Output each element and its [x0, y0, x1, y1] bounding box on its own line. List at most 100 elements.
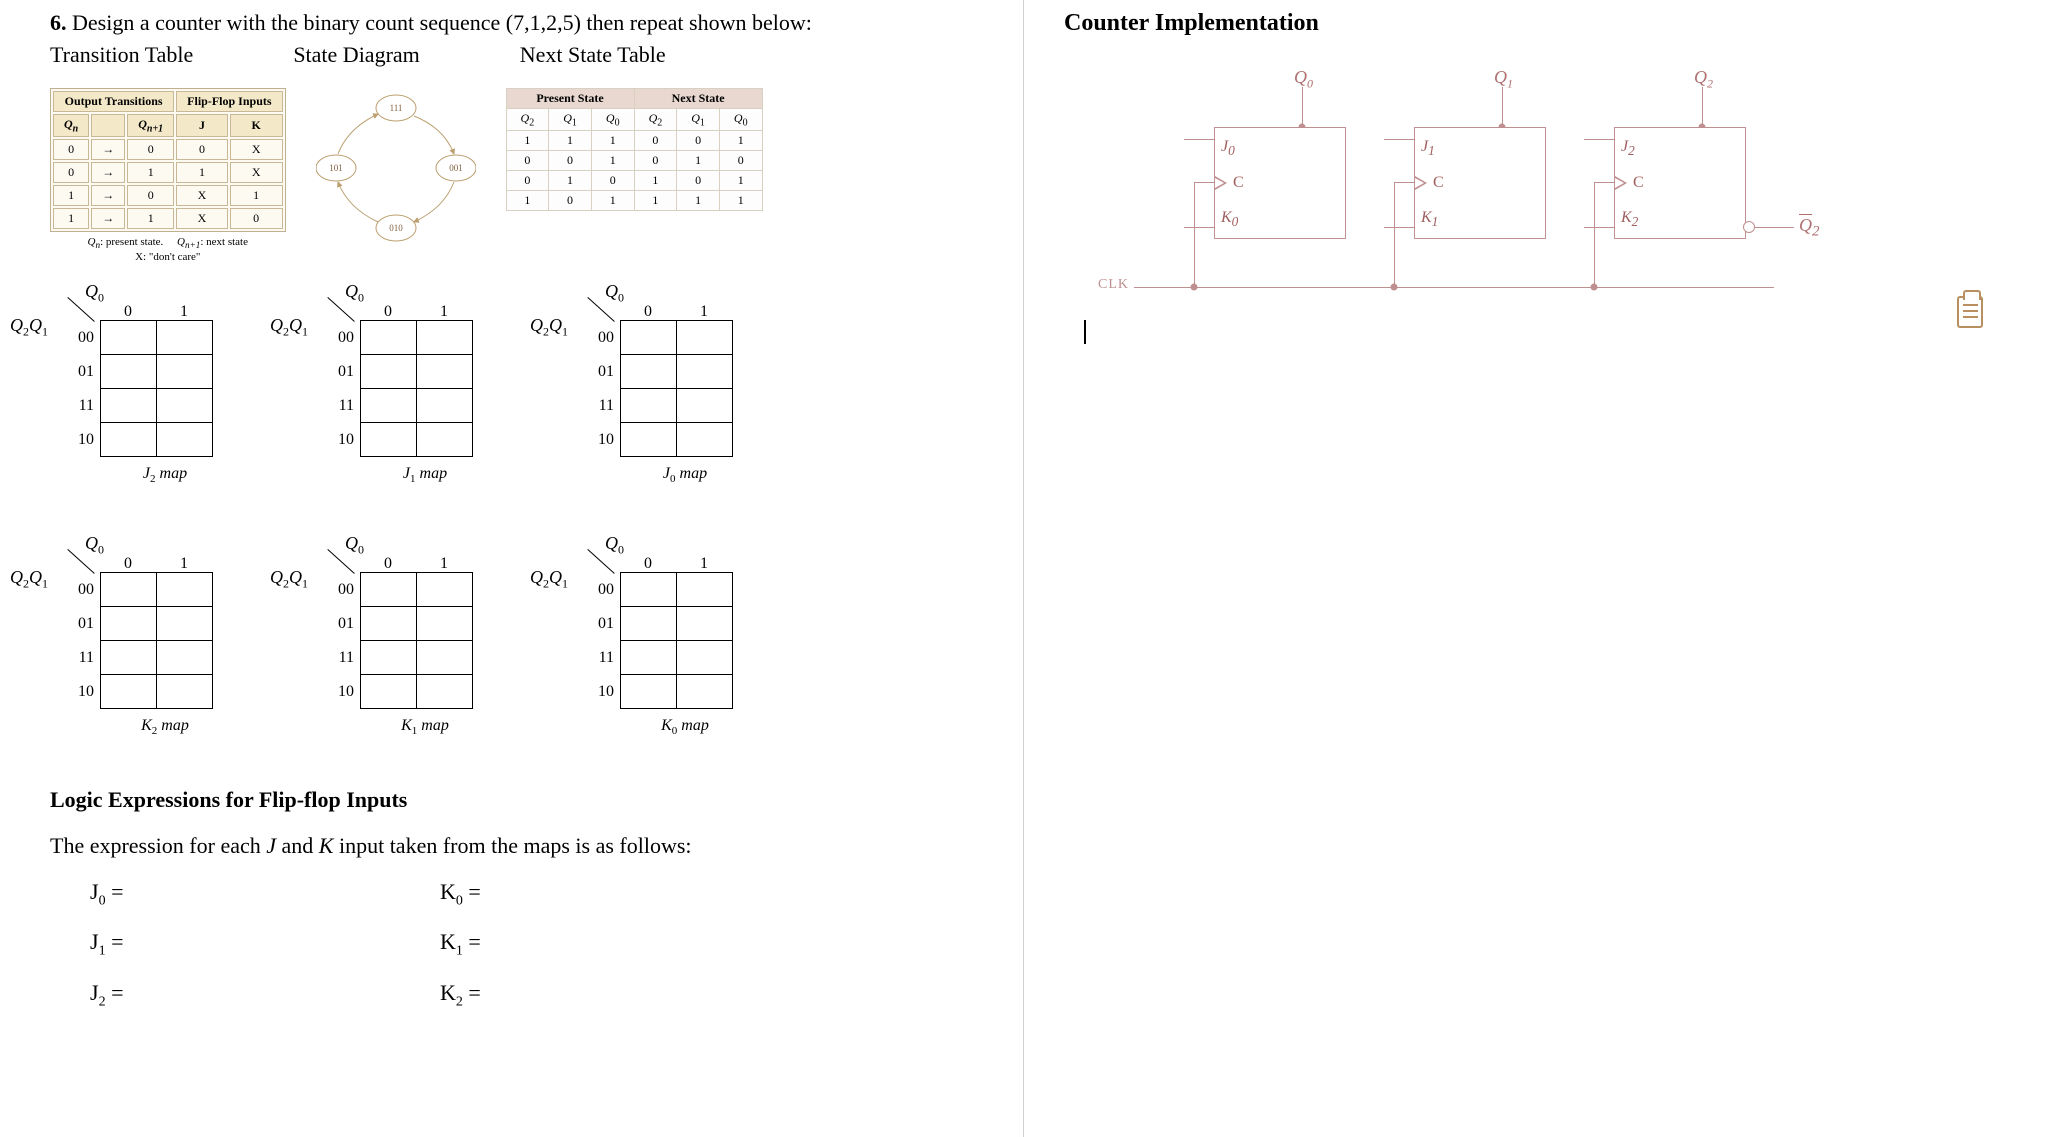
kmap-caption: K0 map [600, 717, 770, 737]
wire [1184, 139, 1214, 140]
kmap-diagonal [68, 297, 104, 329]
kmap-col-headers: 0 1 [360, 555, 510, 573]
tt-cap-right: Qn+1: next state [177, 236, 248, 248]
kmap-body: 00 01 11 10 [330, 321, 510, 457]
ff1-k: K1 [1421, 209, 1438, 230]
transition-table: Output Transitions Flip-Flop Inputs Qn Q… [50, 88, 286, 232]
wire [1594, 182, 1595, 287]
kmap-k0: Q2Q1 Q0 0 1 00 01 11 10 K0 map [570, 555, 770, 737]
kmap-j2: Q2Q1 Q0 0 1 00 01 11 10 J2 map [50, 303, 250, 485]
ns-h-q0: Q0 [591, 109, 634, 131]
table-row: 1 → 0 X 1 [53, 185, 283, 206]
ff1-c: C [1433, 174, 1444, 192]
node-dot [1591, 284, 1598, 291]
tt-h-arrow [91, 114, 125, 137]
ns-h-q2n: Q2 [634, 109, 677, 131]
section-labels-row: Transition Table State Diagram Next Stat… [50, 42, 983, 68]
wire [1302, 87, 1303, 127]
kmap-body: 00 01 11 10 [590, 573, 770, 709]
ns-h-q1n: Q1 [677, 109, 720, 131]
wire [1702, 87, 1703, 127]
kmap-k2: Q2Q1 Q0 0 1 00 01 11 10 K2 map [50, 555, 250, 737]
kmap-j0: Q2Q1 Q0 0 1 00 01 11 10 J0 map [570, 303, 770, 485]
ff1-j: J1 [1421, 138, 1435, 159]
ns-grp-present: Present State [506, 89, 634, 109]
wire [1594, 182, 1614, 183]
table-row: 111001 [506, 131, 762, 151]
ff2-c: C [1633, 174, 1644, 192]
kmap-col-headers: 0 1 [100, 303, 250, 321]
wire [1502, 87, 1503, 127]
tt-grp-output: Output Transitions [53, 91, 174, 112]
table-row: 101111 [506, 191, 762, 211]
tt-h-j: J [176, 114, 228, 137]
wire [1384, 227, 1414, 228]
table-row: 0 → 0 0 X [53, 139, 283, 160]
kmap-body: 00 01 11 10 [590, 321, 770, 457]
wire [1584, 227, 1614, 228]
kmap-diagonal [328, 549, 364, 581]
state-diagram-figure: 111 001 010 101 [316, 88, 476, 248]
kmap-diagonal [588, 549, 624, 581]
kmap-caption: K1 map [340, 717, 510, 737]
tt-caption: Qn: present state. Qn+1: next state X: "… [50, 236, 286, 262]
ff0-j: J0 [1221, 138, 1235, 159]
text-cursor-caret[interactable] [1084, 320, 1086, 344]
left-page: 6. Design a counter with the binary coun… [0, 0, 1023, 1137]
expression-grid: J0 = K0 = J1 = K1 = J2 = K2 = [90, 879, 983, 1010]
wire [1394, 182, 1395, 287]
kmap-j1: Q2Q1 Q0 0 1 00 01 11 10 J1 map [310, 303, 510, 485]
tt-h-qn1: Qn+1 [127, 114, 174, 137]
kmap-rowvar: Q2Q1 [270, 315, 308, 340]
kmap-rowvar: Q2Q1 [10, 315, 48, 340]
kmap-rowvar: Q2Q1 [530, 315, 568, 340]
wire [1184, 227, 1214, 228]
sd-node-2: 010 [389, 223, 403, 233]
problem-statement: 6. Design a counter with the binary coun… [50, 10, 983, 36]
node-dot [1191, 284, 1198, 291]
tt-cap-left: Qn: present state. [88, 236, 164, 248]
kmap-rowvar: Q2Q1 [10, 567, 48, 592]
ns-h-q1: Q1 [549, 109, 592, 131]
node-dot [1391, 284, 1398, 291]
kmap-diagonal [588, 297, 624, 329]
table-row: 010101 [506, 171, 762, 191]
kmap-caption: J1 map [340, 465, 510, 485]
kmap-diagonal [68, 549, 104, 581]
tt-h-k: K [230, 114, 283, 137]
ns-h-q0n: Q0 [719, 109, 762, 131]
kmap-col-headers: 0 1 [100, 555, 250, 573]
kmap-col-headers: 0 1 [620, 555, 770, 573]
kmap-rowvar: Q2Q1 [270, 567, 308, 592]
table-row: 1 → 1 X 0 [53, 208, 283, 229]
kmap-k1: Q2Q1 Q0 0 1 00 01 11 10 K1 map [310, 555, 510, 737]
expr-k2: K2 = [440, 980, 790, 1010]
sd-node-0: 111 [389, 103, 402, 113]
expr-j2: J2 = [90, 980, 440, 1010]
paste-options-icon[interactable] [1954, 290, 1986, 328]
right-page: Counter Implementation Q0 Q1 Q2 J0 C K0 … [1023, 0, 2046, 1137]
expr-j0: J0 = [90, 879, 440, 909]
label-next-state-table: Next State Table [520, 42, 666, 68]
logic-subtext: The expression for each J and K input ta… [50, 833, 983, 859]
sd-node-1: 001 [449, 163, 463, 173]
label-transition-table: Transition Table [50, 42, 193, 68]
kmap-body: 00 01 11 10 [70, 573, 250, 709]
q2bar-output: Q2 [1799, 215, 1820, 241]
transition-table-figure: Output Transitions Flip-Flop Inputs Qn Q… [50, 88, 286, 263]
flipflop-2: J2 C K2 [1614, 127, 1746, 239]
q1-label: Q1 [1494, 67, 1513, 92]
kmaps-grid: Q2Q1 Q0 0 1 00 01 11 10 J2 map Q2Q1 Q0 [50, 303, 983, 737]
wire [1584, 139, 1614, 140]
label-state-diagram: State Diagram [293, 42, 419, 68]
ns-h-q2: Q2 [506, 109, 549, 131]
wire [1754, 227, 1794, 228]
right-title: Counter Implementation [1064, 10, 2006, 37]
clock-triangle-icon [1215, 176, 1227, 190]
problem-number: 6. [50, 10, 67, 35]
wire [1394, 182, 1414, 183]
q0-label: Q0 [1294, 67, 1313, 92]
flipflop-1: J1 C K1 [1414, 127, 1546, 239]
ff0-c: C [1233, 174, 1244, 192]
ns-grp-next: Next State [634, 89, 762, 109]
